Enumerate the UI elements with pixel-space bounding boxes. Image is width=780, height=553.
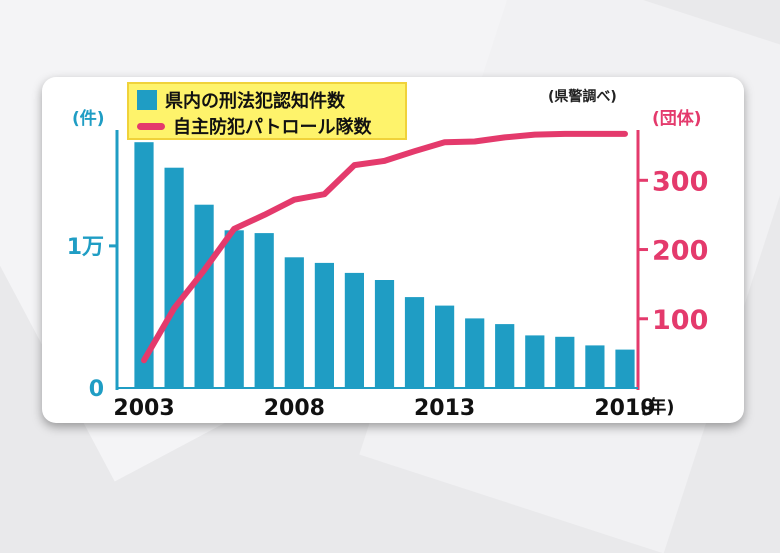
bar-2004 [165, 168, 184, 388]
bar-2005 [195, 205, 214, 388]
bar-2018 [585, 345, 604, 388]
bar-2007 [255, 233, 274, 388]
bar-2019 [615, 350, 634, 388]
bar-2011 [375, 280, 394, 388]
bar-2017 [555, 337, 574, 388]
x-axis-unit: (年) [640, 393, 674, 419]
legend-item-line: 自主防犯パトロール隊数 [137, 113, 405, 139]
legend-swatch-line [137, 123, 165, 130]
bar-2008 [285, 257, 304, 388]
right-tick-label-100: 100 [652, 305, 708, 336]
left-tick-label-0: 0 [89, 377, 104, 402]
bar-2009 [315, 263, 334, 388]
right-tick-label-200: 200 [652, 236, 708, 267]
bar-2015 [495, 324, 514, 388]
legend-label-bars: 県内の刑法犯認知件数 [165, 87, 345, 113]
bar-2013 [435, 306, 454, 388]
bar-2012 [405, 297, 424, 388]
right-axis-unit: (団体) [652, 104, 702, 129]
legend-swatch-bar [137, 90, 157, 110]
legend: 県内の刑法犯認知件数 自主防犯パトロール隊数 [127, 82, 407, 140]
x-tick-label-2003: 2003 [113, 396, 174, 421]
bar-2010 [345, 273, 364, 388]
left-axis-unit: (件) [72, 104, 105, 129]
right-tick-label-300: 300 [652, 166, 708, 197]
legend-item-bars: 県内の刑法犯認知件数 [137, 87, 405, 113]
source-note: (県警調べ) [548, 86, 617, 106]
legend-label-line: 自主防犯パトロール隊数 [173, 113, 372, 139]
x-tick-label-2013: 2013 [414, 396, 475, 421]
bar-2014 [465, 318, 484, 388]
x-tick-label-2008: 2008 [264, 396, 325, 421]
left-tick-label-10000: 1万 [67, 235, 104, 260]
bar-2006 [225, 230, 244, 388]
bar-2016 [525, 335, 544, 388]
